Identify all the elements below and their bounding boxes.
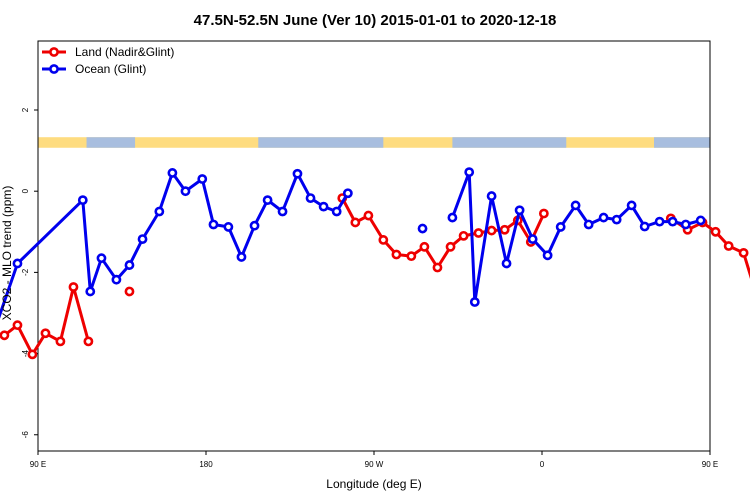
data-point [710, 226, 721, 237]
data-point [363, 210, 374, 221]
surface-strip-ocean [86, 137, 136, 148]
legend: Land (Nadir&Glint) Ocean (Glint) [42, 45, 174, 76]
data-point [417, 223, 428, 234]
data-point [419, 241, 430, 252]
data-point [40, 328, 51, 339]
data-point [223, 222, 234, 232]
y-tick-label: -6 [21, 431, 30, 439]
y-tick-label: 0 [21, 188, 30, 193]
data-point [292, 168, 303, 179]
surface-strip [38, 137, 710, 148]
surface-strip-ocean [258, 137, 384, 148]
data-point [486, 225, 497, 236]
data-point [738, 248, 749, 258]
data-point [137, 234, 148, 244]
data-point [167, 168, 178, 178]
data-point [514, 205, 525, 216]
data-point [12, 258, 23, 269]
series-ocean [0, 167, 706, 319]
data-point [331, 206, 342, 217]
data-point [0, 330, 10, 341]
data-point [305, 193, 316, 203]
data-point [111, 274, 122, 285]
data-point [378, 235, 389, 245]
data-point [249, 220, 260, 231]
x-tick-label: 180 [199, 460, 213, 469]
data-point [124, 260, 135, 270]
data-point [350, 217, 361, 228]
data-point [555, 222, 566, 232]
data-point [27, 349, 38, 360]
data-point [626, 200, 637, 211]
data-point [501, 258, 512, 269]
data-point [486, 191, 497, 201]
data-point [96, 253, 107, 264]
x-axis-label: Longitude (deg E) [326, 477, 421, 491]
data-point [542, 250, 553, 261]
legend-marker [49, 64, 59, 74]
data-point [391, 249, 402, 260]
data-point [469, 297, 480, 307]
data-point [68, 282, 79, 292]
data-point [447, 212, 458, 223]
legend-label: Land (Nadir&Glint) [75, 45, 174, 59]
data-point [406, 251, 417, 262]
data-point [499, 224, 510, 235]
data-point [318, 201, 329, 212]
data-point [723, 241, 734, 251]
data-point [538, 208, 549, 219]
data-point [458, 230, 469, 241]
data-point [654, 216, 665, 227]
data-point [154, 206, 165, 217]
data-point [277, 206, 288, 217]
data-point [611, 214, 622, 225]
y-axis-label: XCO2 - MLO trend (ppm) [0, 186, 14, 321]
data-point [197, 174, 208, 184]
surface-strip-ocean [452, 137, 567, 148]
y-tick-label: -2 [21, 268, 30, 276]
legend-marker [49, 47, 59, 57]
chart-title: 47.5N-52.5N June (Ver 10) 2015-01-01 to … [194, 12, 557, 29]
x-tick-label: 90 E [702, 460, 718, 469]
data-point [77, 195, 88, 206]
data-point [208, 219, 219, 230]
x-tick-label: 90 E [30, 460, 46, 469]
data-point [236, 252, 247, 262]
data-point [83, 336, 94, 347]
data-point [464, 167, 475, 178]
y-tick-label: 2 [21, 107, 30, 112]
data-point [124, 286, 135, 297]
data-point [473, 228, 484, 238]
data-point [680, 219, 691, 230]
plot-area: 2 0 -2 -4 -6 90 E 180 90 W 0 90 E [0, 40, 750, 469]
surface-strip-ocean [654, 137, 710, 148]
series-line [340, 197, 546, 269]
data-point [570, 200, 581, 211]
data-point [55, 336, 66, 347]
data-point [12, 320, 23, 331]
data-point [639, 221, 650, 232]
data-point [583, 219, 594, 230]
data-point [432, 262, 443, 273]
data-point [342, 188, 353, 199]
data-point [85, 286, 96, 297]
data-point [262, 195, 273, 206]
x-tick-label: 0 [540, 460, 545, 469]
y-tick-label: -4 [21, 349, 30, 357]
data-point [667, 216, 678, 227]
series-line [0, 171, 350, 319]
data-point [527, 234, 538, 244]
legend-label: Ocean (Glint) [75, 62, 146, 76]
data-point [695, 215, 706, 226]
x-tick-label: 90 W [365, 460, 384, 469]
data-point [598, 212, 609, 223]
data-point [445, 241, 456, 252]
data-point [180, 186, 191, 197]
series-land [0, 193, 750, 360]
